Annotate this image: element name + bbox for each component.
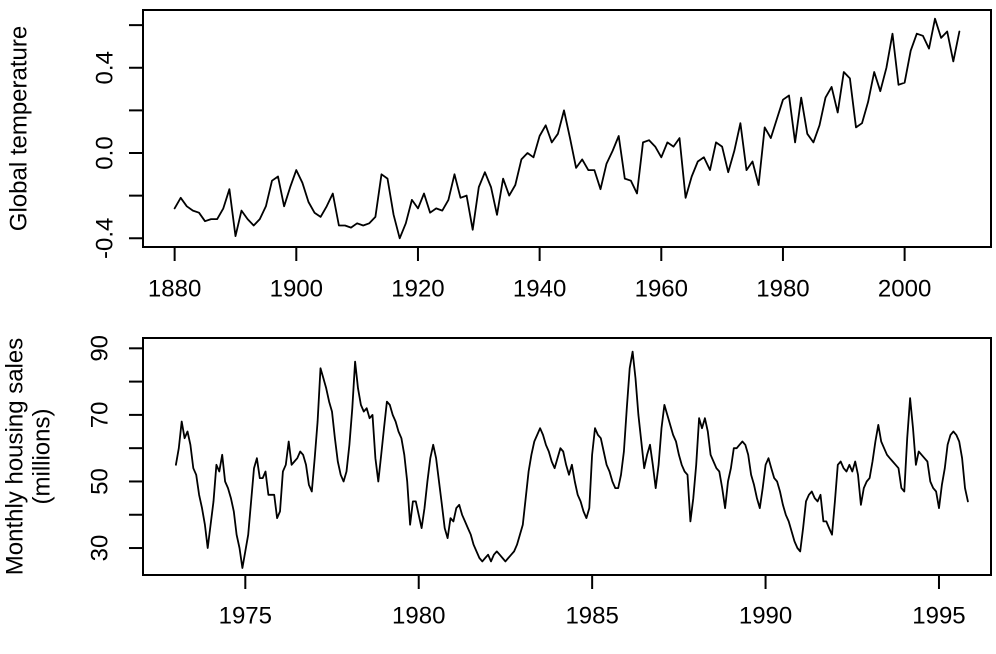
global-temperature-x-tick-label: 1900 xyxy=(270,275,323,302)
monthly-housing-sales-y-tick-label: 30 xyxy=(86,535,113,562)
monthly-housing-sales-y-tick-label: 50 xyxy=(86,468,113,495)
monthly-housing-sales-plot-border xyxy=(142,337,992,576)
global-temperature-chart: Global temperature 1880 1900 1920 1940 1960 1… xyxy=(5,9,992,302)
monthly-housing-sales-x-tick-label: 1975 xyxy=(219,602,272,629)
monthly-housing-sales-x-tick-label: 1990 xyxy=(739,602,792,629)
global-temperature-y-axis-title: Global temperature xyxy=(5,26,32,231)
global-temperature-x-tick-label: 1920 xyxy=(391,275,444,302)
monthly-housing-sales-y-tick-label: 70 xyxy=(86,402,113,429)
monthly-housing-sales-x-tick-label: 1980 xyxy=(392,602,445,629)
global-temperature-x-tick-label: 1940 xyxy=(513,275,566,302)
global-temperature-x-tick-label: 2000 xyxy=(878,275,931,302)
global-temperature-y-tick-label: -0.4 xyxy=(91,218,118,259)
global-temperature-y-tick-label: 0.4 xyxy=(91,51,118,84)
global-temperature-x-tick-label: 1880 xyxy=(148,275,201,302)
housing-sales-y-axis-title-line1: Monthly housing sales xyxy=(1,338,28,575)
global-temperature-y-tick-label: 0.0 xyxy=(91,136,118,169)
global-temperature-plot-border xyxy=(142,9,992,248)
global-temperature-data-line xyxy=(173,17,961,240)
global-temperature-x-tick-label: 1960 xyxy=(635,275,688,302)
housing-sales-chart: Monthly housing sales (millions) 1975 198… xyxy=(1,335,992,629)
monthly-housing-sales-x-tick-label: 1995 xyxy=(912,602,965,629)
housing-sales-y-axis-title-line2: (millions) xyxy=(28,409,55,505)
global-temperature-x-tick-label: 1980 xyxy=(756,275,809,302)
monthly-housing-sales-x-tick-label: 1985 xyxy=(565,602,618,629)
monthly-housing-sales-data-line xyxy=(174,350,969,569)
monthly-housing-sales-y-tick-label: 90 xyxy=(86,335,113,362)
